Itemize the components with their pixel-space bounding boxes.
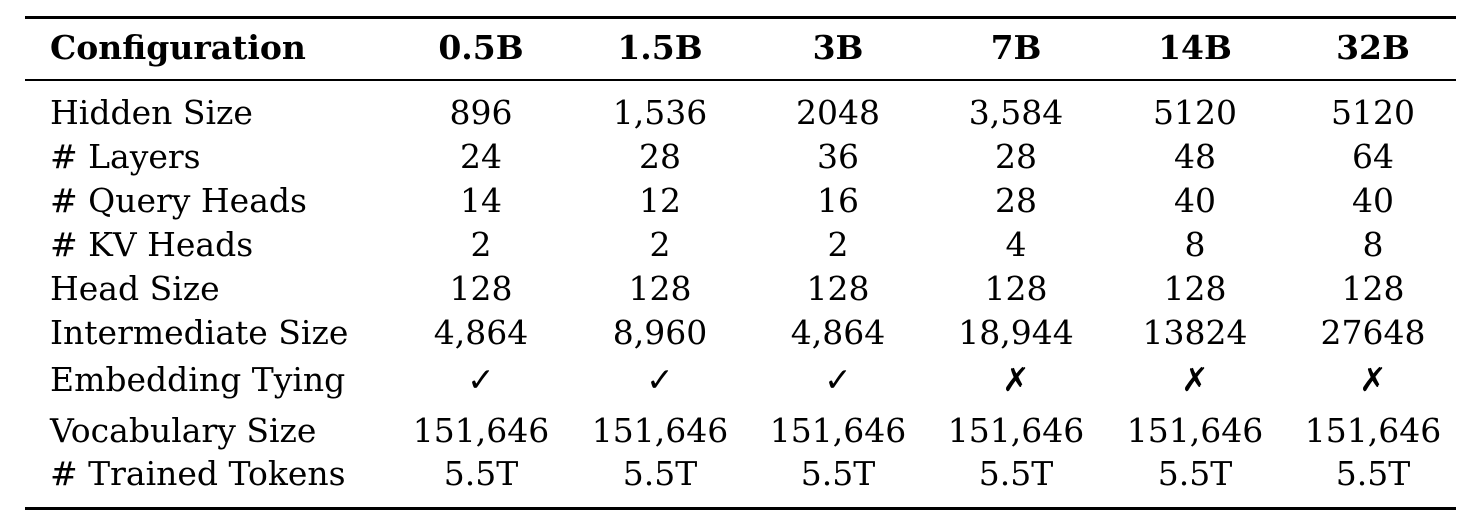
table-cell: 151,646 <box>1126 411 1264 450</box>
table-cell: ✗ <box>1359 360 1387 399</box>
table-cell: 2048 <box>796 93 880 132</box>
table-cell: ✓ <box>824 360 852 399</box>
table-cell: 128 <box>984 269 1048 308</box>
table-cell: 5.5T <box>800 454 876 493</box>
table-cell: 3,584 <box>968 93 1064 132</box>
table-cell: 5120 <box>1331 93 1415 132</box>
table-cell: 28 <box>639 137 681 176</box>
row-label: Intermediate Size <box>50 313 349 352</box>
table-cell: 18,944 <box>958 313 1074 352</box>
table-cell: 8 <box>1184 225 1206 264</box>
table-cell: 5120 <box>1153 93 1237 132</box>
table-cell: 5.5T <box>1335 454 1411 493</box>
table-cell: 4,864 <box>433 313 529 352</box>
table-row: Vocabulary Size 151,646 151,646 151,646 151,… <box>0 409 1480 453</box>
table-cell: 12 <box>639 181 681 220</box>
table-cell: 2 <box>470 225 492 264</box>
row-label: Embedding Tying <box>50 360 346 399</box>
column-header: 7B <box>990 28 1042 67</box>
column-header: 1.5B <box>617 28 703 67</box>
column-header: 32B <box>1336 28 1410 67</box>
table-cell: 128 <box>628 269 692 308</box>
table-cell: 151,646 <box>591 411 729 450</box>
table-cell: 5.5T <box>622 454 698 493</box>
column-header: Configuration <box>50 28 306 67</box>
table-cell: 128 <box>1163 269 1227 308</box>
column-header: 3B <box>812 28 864 67</box>
table-cell: 151,646 <box>947 411 1085 450</box>
table-cell: 1,536 <box>612 93 708 132</box>
header-row: Configuration 0.5B 1.5B 3B 7B 14B 32B <box>0 26 1480 70</box>
table-cell: 13824 <box>1142 313 1248 352</box>
table-cell: 27648 <box>1320 313 1426 352</box>
table-cell: ✗ <box>1181 360 1209 399</box>
table-row: # KV Heads 2 2 2 4 8 8 <box>0 223 1480 267</box>
table-row: Hidden Size 896 1,536 2048 3,584 5120 5120 <box>0 91 1480 135</box>
row-label: Vocabulary Size <box>50 411 317 450</box>
table-cell: 36 <box>817 137 859 176</box>
table-cell: 151,646 <box>1304 411 1442 450</box>
row-label: Hidden Size <box>50 93 253 132</box>
table-cell: 16 <box>817 181 859 220</box>
table-cell: ✓ <box>646 360 674 399</box>
table-row: # Query Heads 14 12 16 28 40 40 <box>0 179 1480 223</box>
table-cell: ✗ <box>1002 360 1030 399</box>
table-cell: 128 <box>449 269 513 308</box>
table-cell: 28 <box>995 181 1037 220</box>
row-label: # KV Heads <box>50 225 254 264</box>
table-cell: 4 <box>1005 225 1027 264</box>
row-label: # Layers <box>50 137 201 176</box>
table-cell: 28 <box>995 137 1037 176</box>
table-cell: 128 <box>806 269 870 308</box>
table-cell: 8 <box>1362 225 1384 264</box>
row-label: # Trained Tokens <box>50 454 346 493</box>
top-rule <box>25 16 1456 19</box>
row-label: # Query Heads <box>50 181 307 220</box>
row-label: Head Size <box>50 269 220 308</box>
table-cell: 5.5T <box>978 454 1054 493</box>
table-cell: 896 <box>449 93 513 132</box>
table-cell: 40 <box>1174 181 1216 220</box>
column-header: 14B <box>1158 28 1232 67</box>
table-cell: 14 <box>460 181 502 220</box>
table-row: Embedding Tying ✓ ✓ ✓ ✗ ✗ ✗ <box>0 358 1480 402</box>
table-cell: 2 <box>649 225 671 264</box>
table-row: # Trained Tokens 5.5T 5.5T 5.5T 5.5T 5.5T 5.5T <box>0 452 1480 496</box>
table-cell: 2 <box>827 225 849 264</box>
bottom-rule <box>25 507 1456 510</box>
table-cell: 151,646 <box>412 411 550 450</box>
table-cell: 64 <box>1352 137 1394 176</box>
table-cell: 8,960 <box>612 313 708 352</box>
column-header: 0.5B <box>438 28 524 67</box>
table-cell: 5.5T <box>443 454 519 493</box>
table-cell: 48 <box>1174 137 1216 176</box>
table-cell: 151,646 <box>769 411 907 450</box>
table-row: # Layers 24 28 36 28 48 64 <box>0 135 1480 179</box>
table-row: Intermediate Size 4,864 8,960 4,864 18,944 13… <box>0 311 1480 355</box>
table-cell: 5.5T <box>1157 454 1233 493</box>
table-cell: 128 <box>1341 269 1405 308</box>
table-cell: 24 <box>460 137 502 176</box>
table-cell: ✓ <box>467 360 495 399</box>
header-rule <box>25 79 1456 81</box>
table-row: Head Size 128 128 128 128 128 128 <box>0 267 1480 311</box>
table-cell: 40 <box>1352 181 1394 220</box>
table-cell: 4,864 <box>790 313 886 352</box>
